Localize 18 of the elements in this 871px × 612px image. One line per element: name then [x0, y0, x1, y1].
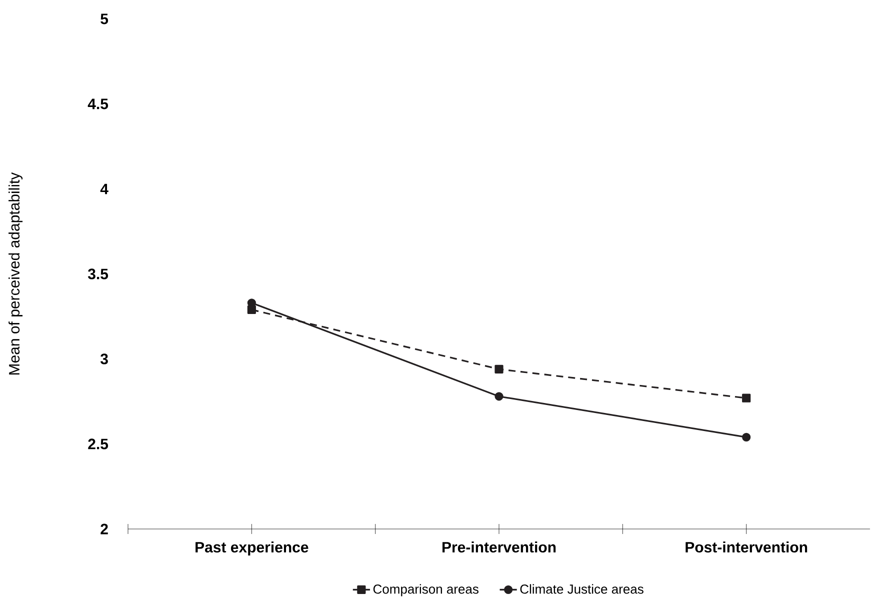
y-tick-label: 3.5 [88, 268, 108, 280]
y-tick-label: 2 [100, 524, 108, 534]
x-tick-label: Pre-intervention [442, 542, 556, 553]
y-axis-title: Mean of perceived adaptability [8, 172, 23, 374]
point [742, 432, 751, 442]
x-tick-label: Post-intervention [686, 542, 808, 553]
y-tick-label: 3 [100, 354, 108, 364]
legend-label: Comparison areas [373, 584, 478, 596]
y-tick-label: 5 [100, 14, 108, 24]
y-tick-label: 2.5 [88, 438, 108, 450]
point [494, 392, 504, 401]
point [742, 394, 751, 402]
y-tick-label: 4 [100, 184, 108, 194]
point [247, 305, 256, 314]
y-tick-label: 4.5 [88, 98, 108, 110]
legend-label: Climate Justice areas [520, 584, 644, 594]
point [494, 364, 504, 374]
x-tick-label: Past experience [196, 542, 308, 556]
